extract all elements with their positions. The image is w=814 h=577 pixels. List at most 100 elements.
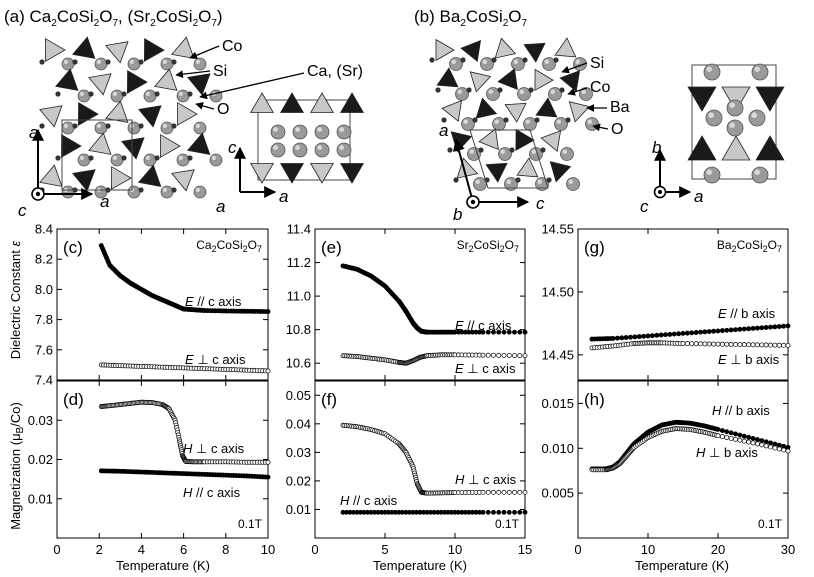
polyhedron (77, 102, 99, 126)
data-point (506, 509, 512, 515)
sphere-highlight (525, 119, 530, 124)
sphere-highlight (178, 155, 183, 160)
data-point (480, 489, 486, 495)
panel-label: (e) (321, 238, 342, 257)
data-point (689, 341, 695, 347)
polyhedron (478, 128, 499, 151)
data-point (759, 442, 765, 448)
data-point (654, 332, 660, 338)
polyhedron (755, 86, 785, 112)
data-point (719, 328, 725, 334)
atom-label-o-b: O (611, 121, 623, 138)
series-filled (589, 323, 791, 342)
polyhedron (250, 92, 274, 113)
oxygen-atom (534, 117, 540, 123)
polyhedron (60, 134, 82, 158)
data-point (496, 489, 502, 495)
data-point (501, 489, 507, 495)
unit-cell (61, 119, 133, 191)
x-tick-label: 20 (711, 542, 725, 557)
polyhedron (436, 67, 459, 88)
polyhedron (310, 163, 334, 184)
polyhedron (121, 137, 145, 160)
data-point (781, 323, 787, 329)
data-point (733, 436, 738, 442)
data-point (719, 434, 725, 440)
polyhedron (171, 169, 195, 192)
polyhedron (105, 100, 129, 123)
polyhedron (469, 71, 492, 93)
cation-sphere (160, 57, 174, 71)
y-tick-label: 0.005 (541, 486, 574, 501)
sphere-highlight (568, 179, 573, 185)
oxygen-atom (72, 123, 78, 129)
polyhedron (755, 135, 785, 161)
unit-cell (257, 99, 351, 181)
xlabel-ca: Temperature (K) (116, 558, 210, 573)
data-point (698, 329, 703, 335)
oxygen-atom (503, 117, 509, 123)
data-point (517, 489, 523, 495)
sphere-highlight (550, 89, 555, 94)
cation-sphere (703, 166, 721, 184)
data-point (741, 438, 747, 444)
axis-label-b-horizontal: c (536, 194, 545, 213)
sphere-highlight (195, 187, 200, 192)
data-point (480, 509, 486, 515)
data-point (676, 331, 682, 337)
y-tick-label: 14.45 (541, 347, 574, 362)
atom-arrow-o-a (195, 102, 215, 110)
data-point (706, 341, 712, 347)
oxygen-atom (435, 87, 441, 93)
x-tick-label: 6 (180, 542, 187, 557)
data-point (772, 324, 778, 330)
series-label-e-par-g: E // b axis (718, 306, 776, 321)
data-point (496, 352, 502, 358)
atom-label-ba-b: Ba (610, 99, 630, 116)
sphere-highlight (475, 179, 480, 185)
data-point (768, 440, 773, 446)
y-tick-label: 0.02 (286, 473, 311, 488)
data-point (772, 441, 778, 447)
polyhedron (687, 86, 717, 112)
sphere-highlight (112, 155, 117, 160)
axis-label-b-side-horizontal: a (694, 187, 703, 206)
oxygen-atom (460, 57, 466, 63)
ylabel-magnetization: Magnetization (μB/Co) (8, 402, 26, 530)
polyhedron (450, 131, 473, 153)
series-open (589, 340, 791, 351)
data-point (715, 427, 721, 432)
cation-sphere (176, 89, 190, 103)
y-tick-label: 14.55 (541, 222, 574, 237)
data-point (737, 342, 743, 347)
sphere-highlight (195, 123, 200, 128)
polyhedron (186, 132, 211, 156)
oxygen-atom (491, 57, 497, 63)
polyhedron (110, 166, 132, 190)
sphere-highlight (162, 123, 167, 128)
sphere-highlight (112, 91, 117, 96)
series-open (340, 352, 528, 366)
sphere-highlight (581, 89, 586, 94)
polyhedron (721, 86, 751, 112)
polyhedron (138, 105, 162, 128)
cation-sphere (127, 57, 141, 71)
data-point (522, 489, 528, 495)
axis-label-a-horizontal: a (100, 192, 109, 211)
data-point (728, 435, 734, 441)
polyhedron (55, 68, 79, 91)
oxygen-atom (466, 87, 472, 93)
axis-label-a-side-horizontal: a (279, 187, 288, 206)
sphere-highlight (751, 112, 757, 118)
data-point (265, 309, 271, 315)
polyhedron (159, 134, 181, 158)
data-point (698, 341, 703, 347)
data-point (702, 329, 708, 335)
cation-sphere (77, 153, 91, 167)
oxygen-atom (138, 187, 144, 193)
sphere-highlight (544, 59, 549, 64)
data-point (684, 341, 690, 347)
data-point (506, 353, 512, 358)
x-tick-label: 8 (222, 542, 229, 557)
polyhedron (187, 73, 211, 96)
